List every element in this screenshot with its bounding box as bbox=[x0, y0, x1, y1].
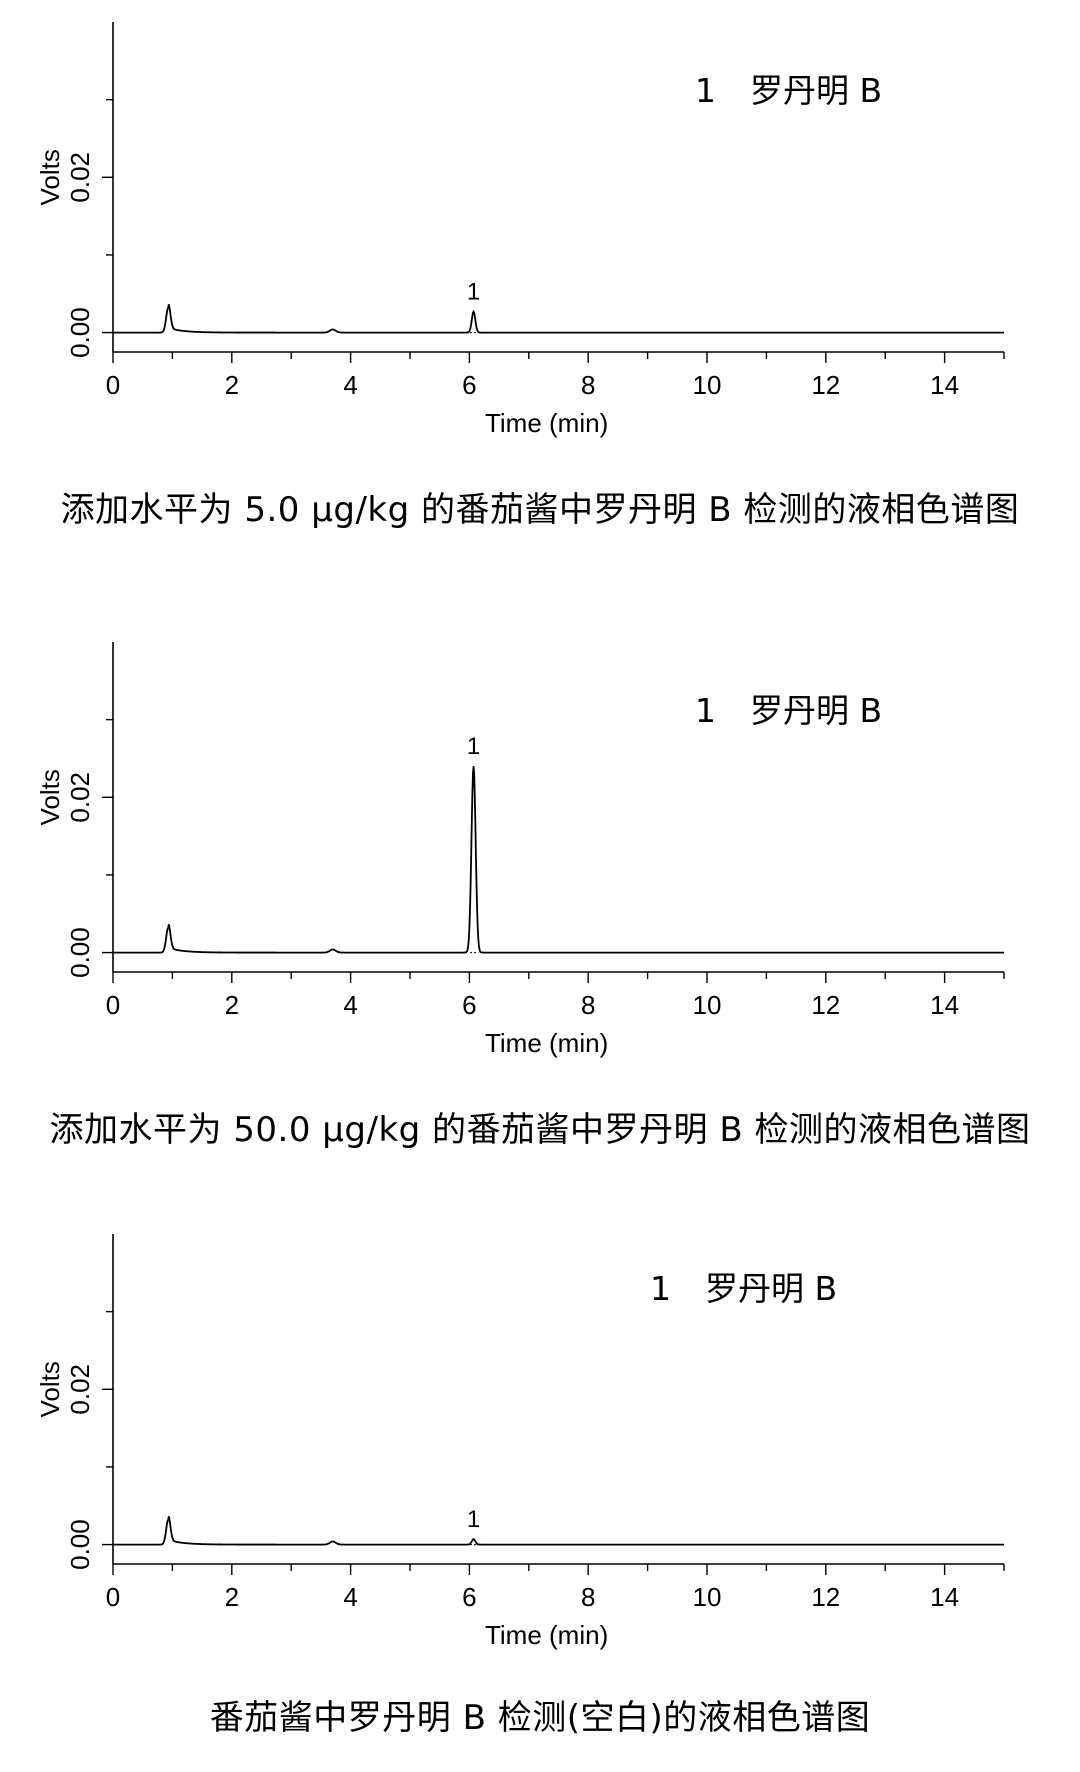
x-tick-label-1: 8 bbox=[581, 370, 595, 400]
x-tick-label-1: 2 bbox=[225, 370, 239, 400]
y-axis-title-2: Volts bbox=[35, 769, 65, 825]
y-axis-title-3: Volts bbox=[35, 1361, 65, 1417]
chromatogram-panel-1: 0.00 0.02 Volts 0 2 4 6 8 10 12 14 Time (min) 1 1 罗丹明 … bbox=[0, 0, 1080, 560]
x-tick-label-3: 12 bbox=[811, 1582, 840, 1612]
y-tick-label-3: 0.02 bbox=[65, 1364, 95, 1415]
legend-number-2: 1 bbox=[695, 691, 716, 730]
x-tick-label-2: 8 bbox=[581, 990, 595, 1020]
y-tick-label-2: 0.02 bbox=[65, 772, 95, 823]
legend-name-2: 罗丹明 B bbox=[750, 691, 882, 730]
chart-caption-1: 添加水平为 5.0 μg/kg 的番茄酱中罗丹明 B 检测的液相色谱图 bbox=[60, 490, 1020, 530]
x-tick-label-2: 6 bbox=[462, 990, 476, 1020]
legend-number-1: 1 bbox=[695, 71, 716, 110]
x-tick-label-2: 10 bbox=[693, 990, 722, 1020]
legend-name-3: 罗丹明 B bbox=[705, 1269, 837, 1308]
x-tick-label-3: 10 bbox=[693, 1582, 722, 1612]
y-tick-label-2: 0.00 bbox=[65, 927, 95, 978]
x-tick-label-3: 6 bbox=[462, 1582, 476, 1612]
x-tick-label-2: 12 bbox=[811, 990, 840, 1020]
chromatogram-trace-3 bbox=[113, 1516, 1004, 1546]
x-tick-label-1: 6 bbox=[462, 370, 476, 400]
chromatogram-panel-3: 0.00 0.02 Volts 0 2 4 6 8 10 12 14 Time (min) 1 1 罗丹明 … bbox=[0, 1212, 1080, 1772]
x-tick-label-2: 4 bbox=[343, 990, 357, 1020]
peak-label-2: 1 bbox=[467, 733, 480, 760]
peak-label-1: 1 bbox=[467, 279, 480, 306]
chromatogram-trace-1 bbox=[113, 304, 1004, 334]
x-tick-label-1: 12 bbox=[811, 370, 840, 400]
x-tick-label-3: 14 bbox=[930, 1582, 959, 1612]
x-tick-label-1: 10 bbox=[693, 370, 722, 400]
y-tick-label-1: 0.00 bbox=[65, 307, 95, 358]
chromatogram-trace-2 bbox=[113, 766, 1004, 954]
x-tick-label-1: 4 bbox=[343, 370, 357, 400]
legend-number-3: 1 bbox=[650, 1269, 671, 1308]
x-tick-label-3: 8 bbox=[581, 1582, 595, 1612]
x-tick-label-3: 0 bbox=[106, 1582, 120, 1612]
x-tick-label-3: 2 bbox=[225, 1582, 239, 1612]
y-axis-title-1: Volts bbox=[35, 149, 65, 205]
y-tick-label-3: 0.00 bbox=[65, 1519, 95, 1570]
x-axis-title-2: Time (min) bbox=[485, 1028, 608, 1058]
x-tick-label-3: 4 bbox=[343, 1582, 357, 1612]
legend-name-1: 罗丹明 B bbox=[750, 71, 882, 110]
x-tick-label-1: 14 bbox=[930, 370, 959, 400]
x-tick-label-1: 0 bbox=[106, 370, 120, 400]
peak-label-3: 1 bbox=[467, 1506, 480, 1533]
chart-caption-3: 番茄酱中罗丹明 B 检测(空白)的液相色谱图 bbox=[209, 1698, 871, 1738]
chart-caption-2: 添加水平为 50.0 μg/kg 的番茄酱中罗丹明 B 检测的液相色谱图 bbox=[49, 1110, 1031, 1150]
x-axis-title-1: Time (min) bbox=[485, 408, 608, 438]
chromatogram-panel-2: 0.00 0.02 Volts 0 2 4 6 8 10 12 14 Time (min) 1 1 罗丹明 … bbox=[0, 620, 1080, 1180]
x-tick-label-2: 14 bbox=[930, 990, 959, 1020]
x-axis-title-3: Time (min) bbox=[485, 1620, 608, 1650]
y-tick-label-1: 0.02 bbox=[65, 152, 95, 203]
x-tick-label-2: 0 bbox=[106, 990, 120, 1020]
x-tick-label-2: 2 bbox=[225, 990, 239, 1020]
